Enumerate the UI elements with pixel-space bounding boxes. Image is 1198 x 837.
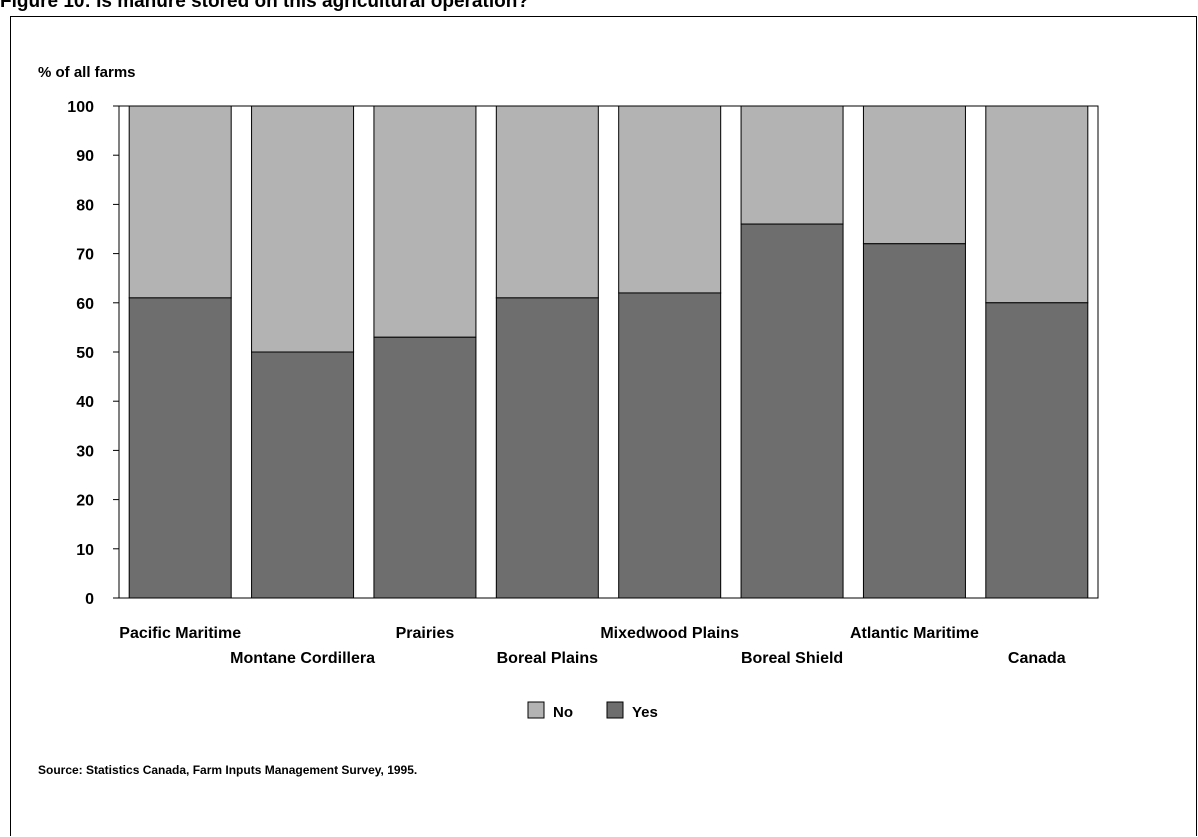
bar-no-boreal-shield	[740, 105, 844, 225]
y-tick-label: 10	[76, 542, 94, 559]
bar-no-prairies	[373, 105, 477, 338]
x-category-label: Canada	[1008, 650, 1066, 667]
legend-label-yes: Yes	[632, 704, 658, 721]
bar-yes-mixedwood-plains	[618, 292, 722, 599]
bar-yes-atlantic-maritime	[862, 243, 966, 599]
y-tick-label: 40	[76, 394, 94, 411]
bar-yes-boreal-plains	[495, 297, 599, 599]
figure-title: Figure 10: Is manure stored on this agri…	[0, 0, 529, 12]
bar-no-montane-cordillera	[251, 105, 355, 353]
bar-yes-canada	[985, 302, 1089, 599]
legend: No Yes	[527, 701, 658, 721]
x-axis-labels: Pacific Maritime Montane Cordillera Prairi…	[119, 625, 1066, 667]
bar-no-atlantic-maritime	[862, 105, 966, 245]
legend-swatch-no	[527, 701, 545, 719]
chart-frame	[10, 16, 1197, 836]
source-note: Source: Statistics Canada, Farm Inputs M…	[38, 763, 418, 777]
x-category-label: Boreal Plains	[497, 650, 598, 667]
y-axis: 0 10 20 30 40 50 60 70 80 90 100	[67, 99, 1099, 608]
x-category-label: Atlantic Maritime	[850, 625, 979, 642]
y-tick-label: 30	[76, 443, 94, 460]
y-axis-label: % of all farms	[38, 64, 136, 81]
bar-no-pacific-maritime	[128, 105, 232, 299]
bar-yes-prairies	[373, 336, 477, 599]
x-category-label: Mixedwood Plains	[600, 625, 739, 642]
legend-label-no: No	[553, 704, 573, 721]
bar-no-boreal-plains	[495, 105, 599, 299]
y-tick-label: 20	[76, 493, 94, 510]
legend-swatch-yes	[606, 701, 624, 719]
y-tick-label: 50	[76, 345, 94, 362]
y-tick-label: 80	[76, 197, 94, 214]
y-tick-label: 70	[76, 247, 94, 264]
bars-group	[128, 105, 1089, 599]
y-tick-label: 90	[76, 148, 94, 165]
x-category-label: Boreal Shield	[741, 650, 843, 667]
bar-no-canada	[985, 105, 1089, 304]
y-tick-label: 0	[85, 591, 94, 608]
bar-no-mixedwood-plains	[618, 105, 722, 294]
x-category-label: Prairies	[396, 625, 455, 642]
y-tick-label: 100	[67, 99, 94, 116]
bar-yes-montane-cordillera	[251, 351, 355, 599]
y-tick-label: 60	[76, 296, 94, 313]
bar-yes-pacific-maritime	[128, 297, 232, 599]
x-category-label: Pacific Maritime	[119, 625, 241, 642]
bar-yes-boreal-shield	[740, 223, 844, 599]
x-category-label: Montane Cordillera	[230, 650, 375, 667]
